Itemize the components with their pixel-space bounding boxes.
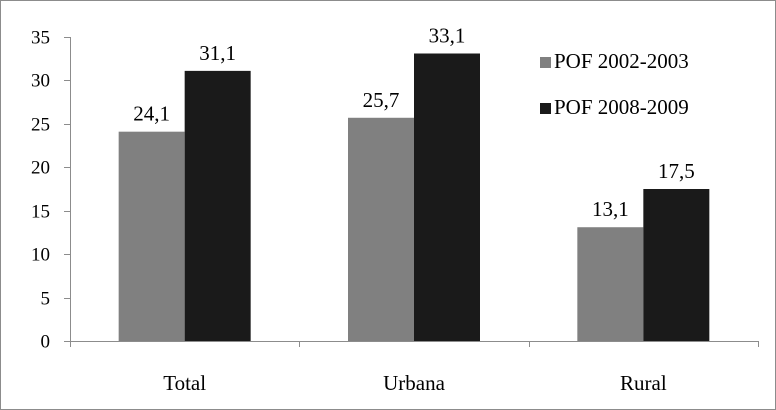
legend-label: POF 2002-2003 xyxy=(554,49,689,73)
bars xyxy=(118,53,710,342)
y-tick-label: 35 xyxy=(31,28,50,49)
data-label: 33,1 xyxy=(429,24,466,48)
bar xyxy=(348,117,414,341)
y-tick-label: 15 xyxy=(31,202,50,223)
y-tick-label: 30 xyxy=(31,71,50,92)
bar xyxy=(118,131,185,341)
legend-swatch xyxy=(540,57,551,68)
data-label: 25,7 xyxy=(363,88,400,112)
bar xyxy=(643,189,710,341)
y-tick-label: 10 xyxy=(31,245,50,266)
x-category-label: Rural xyxy=(620,371,667,395)
data-label: 24,1 xyxy=(133,102,170,126)
data-label: 31,1 xyxy=(199,41,236,65)
legend-swatch xyxy=(540,103,551,114)
legend-label: POF 2008-2009 xyxy=(554,95,689,119)
x-category-label: Total xyxy=(163,371,206,395)
y-axis: 0 5 10 15 20 25 30 35 xyxy=(31,28,71,353)
y-tick-label: 20 xyxy=(31,158,50,179)
bar xyxy=(184,70,251,342)
y-tick-label: 25 xyxy=(31,115,50,136)
bar xyxy=(414,53,480,341)
y-tick-label: 0 xyxy=(41,332,51,353)
bar xyxy=(577,227,644,341)
data-label: 17,5 xyxy=(658,159,695,183)
x-axis: Total Urbana Rural xyxy=(70,341,759,395)
data-label: 13,1 xyxy=(592,197,629,221)
x-category-label: Urbana xyxy=(383,371,445,395)
data-labels: 24,1 25,7 13,1 31,1 33,1 17,5 xyxy=(133,24,694,222)
y-tick-label: 5 xyxy=(41,289,51,310)
legend: POF 2002-2003 POF 2008-2009 xyxy=(540,49,689,119)
